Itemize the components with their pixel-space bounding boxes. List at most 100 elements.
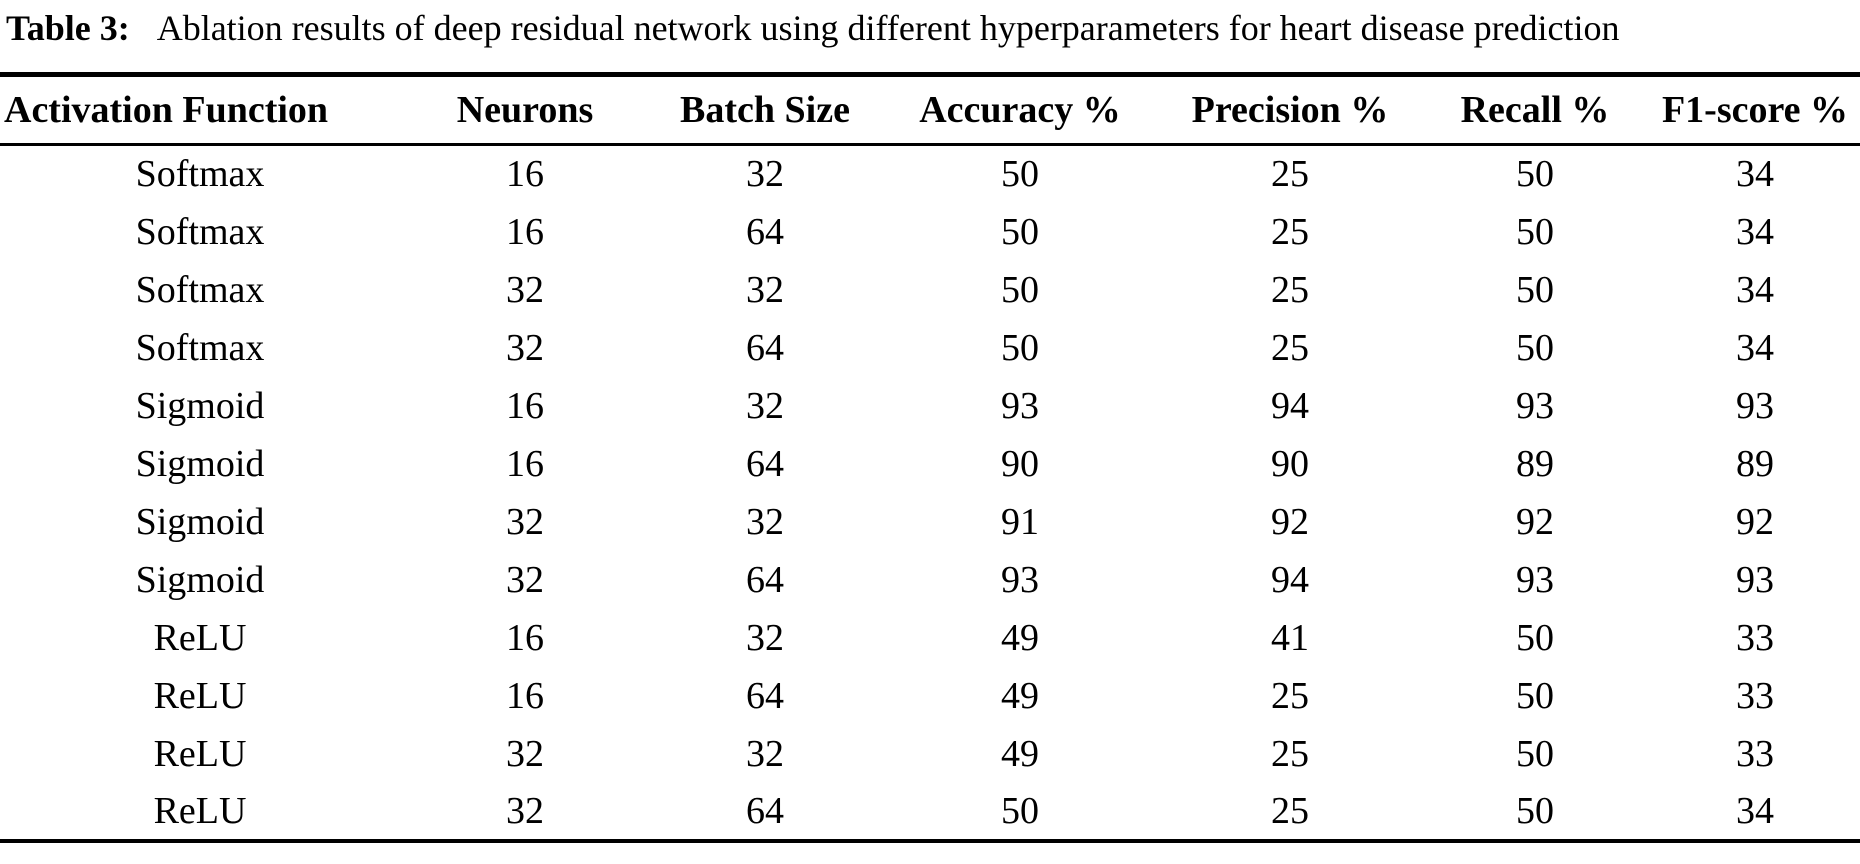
table-caption-label: Table 3: (6, 8, 130, 48)
table-cell: 49 (1001, 674, 1039, 717)
table-cell: 50 (1516, 153, 1554, 196)
table-cell: 33 (1736, 616, 1774, 659)
table-cell: 50 (1516, 268, 1554, 311)
column-header-activation-function: Activation Function (4, 89, 329, 131)
table-cell: 34 (1736, 326, 1774, 369)
caption-spacer (139, 8, 157, 48)
table-cell: 25 (1271, 326, 1309, 369)
table-cell: 50 (1516, 326, 1554, 369)
table-cell: 25 (1271, 789, 1309, 832)
table-cell: 91 (1001, 500, 1039, 543)
table-cell: 32 (506, 500, 544, 543)
table-cell: 93 (1736, 558, 1774, 601)
table-cell: 16 (506, 442, 544, 485)
table-cell: 50 (1516, 616, 1554, 659)
table-cell: 41 (1271, 616, 1309, 659)
table-cell: 32 (506, 268, 544, 311)
table-cell: 49 (1001, 616, 1039, 659)
column-header-f1-score: F1-score % (1661, 89, 1849, 131)
table-cell: 16 (506, 153, 544, 196)
table-cell: 32 (506, 732, 544, 775)
table-cell: 32 (506, 789, 544, 832)
table-cell: 34 (1736, 210, 1774, 253)
table-row: Sigmoid 32 32 91 92 92 92 (0, 493, 1860, 551)
table-cell: 90 (1271, 442, 1309, 485)
table-cell: 25 (1271, 732, 1309, 775)
table-cell: 50 (1516, 210, 1554, 253)
table-cell: 93 (1001, 558, 1039, 601)
column-header-batch-size: Batch Size (680, 89, 850, 131)
table-cell: 93 (1001, 384, 1039, 427)
table-cell: 93 (1736, 384, 1774, 427)
table-cell: 49 (1001, 732, 1039, 775)
table-cell: 32 (746, 732, 784, 775)
table-cell: Sigmoid (135, 384, 265, 427)
table-cell: 50 (1001, 789, 1039, 832)
table-body: Softmax 16 32 50 25 50 34 Softmax 16 64 50 25 50 34 So… (0, 145, 1860, 841)
table-cell: 50 (1001, 153, 1039, 196)
table-cell: 34 (1736, 268, 1774, 311)
column-header-neurons: Neurons (456, 89, 594, 131)
table-cell: 16 (506, 384, 544, 427)
ablation-results-table: Activation Function Neurons Batch Size Accu… (0, 72, 1860, 843)
table-cell: Softmax (135, 210, 265, 253)
header-row: Activation Function Neurons Batch Size Accu… (0, 75, 1860, 145)
table-cell: ReLU (153, 732, 247, 775)
column-header-accuracy: Accuracy % (919, 89, 1121, 131)
table-cell: 34 (1736, 153, 1774, 196)
table-cell: Softmax (135, 268, 265, 311)
table-cell: 33 (1736, 732, 1774, 775)
table-cell: 89 (1736, 442, 1774, 485)
table-cell: 16 (506, 674, 544, 717)
table-cell: 94 (1271, 558, 1309, 601)
table-row: ReLU 32 64 50 25 50 34 (0, 783, 1860, 841)
table-cell: 16 (506, 616, 544, 659)
table-cell: 89 (1516, 442, 1554, 485)
table-row: Softmax 32 32 50 25 50 34 (0, 261, 1860, 319)
table-cell: 50 (1001, 326, 1039, 369)
table-row: Sigmoid 16 64 90 90 89 89 (0, 435, 1860, 493)
table-cell: 32 (746, 616, 784, 659)
table-cell: Softmax (135, 153, 265, 196)
table-cell: 64 (746, 789, 784, 832)
table-cell: 50 (1516, 789, 1554, 832)
table-cell: 34 (1736, 789, 1774, 832)
table-cell: 33 (1736, 674, 1774, 717)
column-header-recall: Recall % (1460, 89, 1610, 131)
table-cell: ReLU (153, 616, 247, 659)
table-cell: 25 (1271, 268, 1309, 311)
table-cell: 92 (1271, 500, 1309, 543)
table-cell: Sigmoid (135, 558, 265, 601)
table-cell: 64 (746, 326, 784, 369)
table-cell: 93 (1516, 384, 1554, 427)
table-cell: 92 (1736, 500, 1774, 543)
table-caption: Table 3: Ablation results of deep residu… (0, 0, 1860, 72)
table-cell: Sigmoid (135, 500, 265, 543)
table-cell: 50 (1001, 268, 1039, 311)
table-cell: 25 (1271, 210, 1309, 253)
table-cell: 90 (1001, 442, 1039, 485)
table-cell: 32 (506, 558, 544, 601)
table-cell: 25 (1271, 674, 1309, 717)
table-cell: 25 (1271, 153, 1309, 196)
table-cell: 32 (746, 384, 784, 427)
table-cell: ReLU (153, 789, 247, 832)
table-cell: 93 (1516, 558, 1554, 601)
table-cell: 16 (506, 210, 544, 253)
table-cell: 64 (746, 674, 784, 717)
table-row: ReLU 16 32 49 41 50 33 (0, 609, 1860, 667)
table-cell: 32 (746, 500, 784, 543)
table-row: Sigmoid 32 64 93 94 93 93 (0, 551, 1860, 609)
table-cell: 50 (1001, 210, 1039, 253)
table-row: ReLU 32 32 49 25 50 33 (0, 725, 1860, 783)
column-header-precision: Precision % (1191, 89, 1389, 131)
table-row: Softmax 16 32 50 25 50 34 (0, 145, 1860, 203)
table-cell: ReLU (153, 674, 247, 717)
table-cell: 32 (746, 268, 784, 311)
table-cell: 92 (1516, 500, 1554, 543)
table-cell: 64 (746, 442, 784, 485)
table-caption-text: Ablation results of deep residual networ… (156, 8, 1620, 48)
table-row: ReLU 16 64 49 25 50 33 (0, 667, 1860, 725)
table-row: Sigmoid 16 32 93 94 93 93 (0, 377, 1860, 435)
